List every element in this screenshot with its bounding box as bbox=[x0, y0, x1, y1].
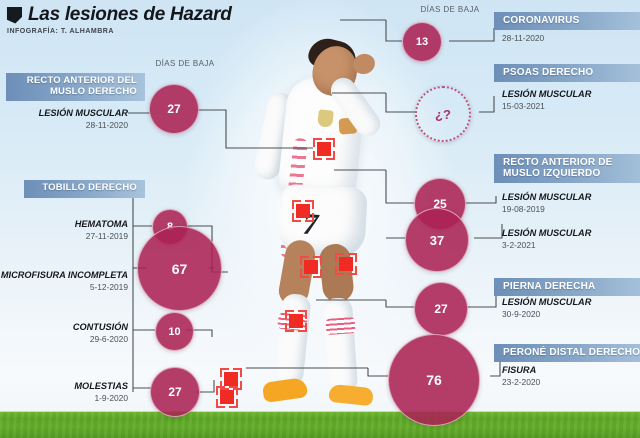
injury-name: LESIÓN MUSCULAR bbox=[502, 297, 592, 307]
injury-date: 19-08-2019 bbox=[502, 204, 545, 214]
injury-name: LESIÓN MUSCULAR bbox=[502, 89, 592, 99]
injury-label-tobillo-derecho-3: MOLESTIAS 1-9-2020 bbox=[4, 381, 128, 403]
group-header-tobillo-derecho: TOBILLO DERECHO bbox=[24, 180, 145, 198]
injury-name: MICROFISURA INCOMPLETA bbox=[0, 270, 128, 280]
player-boot-left bbox=[261, 377, 309, 403]
injury-name: FISURA bbox=[502, 365, 537, 375]
injury-date: 3-2-2021 bbox=[502, 240, 536, 250]
days-bubble-coronavirus-0: 13 bbox=[402, 22, 442, 62]
injury-marker-icon-ankle-right bbox=[220, 368, 242, 390]
days-bubble-tobillo-derecho-2: 10 bbox=[155, 312, 194, 351]
injury-name: LESIÓN MUSCULAR bbox=[38, 108, 128, 118]
injury-label-recto-anterior-muslo-izquierdo-1: LESIÓN MUSCULAR 3-2-2021 bbox=[502, 228, 634, 250]
group-header-psoas-derecho: PSOAS DERECHO bbox=[494, 64, 640, 83]
axis-label-left: DÍAS DE BAJA bbox=[155, 59, 215, 68]
injury-date: 28-11-2020 bbox=[85, 120, 128, 130]
injury-marker-icon-thigh-left-front bbox=[300, 256, 322, 278]
page-title: Las lesiones de Hazard bbox=[28, 4, 232, 25]
injury-name: MOLESTIAS bbox=[74, 381, 128, 391]
days-bubble-perone-distal-derecho-0: 76 bbox=[388, 334, 480, 426]
injury-label-coronavirus-0: 28-11-2020 bbox=[502, 33, 634, 43]
injury-label-recto-anterior-muslo-derecho-0: LESIÓN MUSCULAR 28-11-2020 bbox=[4, 108, 128, 130]
injury-name: LESIÓN MUSCULAR bbox=[502, 228, 592, 238]
injury-marker-icon-thigh-right bbox=[313, 138, 335, 160]
injury-date: 30-9-2020 bbox=[502, 309, 541, 319]
days-bubble-psoas-derecho-0: ¿? bbox=[415, 86, 471, 142]
injury-name: LESIÓN MUSCULAR bbox=[502, 192, 592, 202]
injury-label-perone-distal-derecho-0: FISURA 23-2-2020 bbox=[502, 365, 634, 387]
shield-icon bbox=[6, 6, 22, 24]
group-header-perone-distal-derecho: PERONÉ DISTAL DERECHO bbox=[494, 344, 640, 363]
injury-date: 15-03-2021 bbox=[502, 101, 545, 111]
injury-marker-icon-fibula-distal bbox=[216, 386, 238, 408]
player-boot-right bbox=[328, 383, 374, 407]
injury-date: 23-2-2020 bbox=[502, 377, 541, 387]
injury-name: CONTUSIÓN bbox=[72, 322, 128, 332]
injury-label-pierna-derecha-0: LESIÓN MUSCULAR 30-9-2020 bbox=[502, 297, 634, 319]
injury-date: 27-11-2019 bbox=[85, 231, 128, 241]
group-header-recto-anterior-muslo-derecho: RECTO ANTERIOR DEL MUSLO DERECHO bbox=[6, 73, 145, 102]
player-sock-band-right bbox=[325, 317, 356, 335]
days-bubble-recto-anterior-muslo-derecho-0: 27 bbox=[149, 84, 199, 134]
injury-date: 28-11-2020 bbox=[502, 33, 545, 43]
injury-label-tobillo-derecho-2: CONTUSIÓN 29-6-2020 bbox=[4, 322, 128, 344]
title-block: Las lesiones de Hazard bbox=[6, 4, 232, 26]
injury-marker-icon-thigh-left-outer bbox=[335, 253, 357, 275]
injury-marker-icon-psoas bbox=[292, 200, 314, 222]
group-header-coronavirus: CORONAVIRUS bbox=[494, 12, 640, 31]
group-header-pierna-derecha: PIERNA DERECHA bbox=[494, 278, 640, 297]
days-bubble-tobillo-derecho-3: 27 bbox=[150, 367, 200, 417]
injury-marker-icon-leg-right bbox=[285, 310, 307, 332]
days-bubble-recto-anterior-muslo-izquierdo-1: 37 bbox=[405, 208, 469, 272]
injury-label-tobillo-derecho-0: HEMATOMA 27-11-2019 bbox=[4, 219, 128, 241]
infographic-credit: INFOGRAFÍA: T. ALHAMBRA bbox=[7, 28, 114, 35]
injury-label-psoas-derecho-0: LESIÓN MUSCULAR 15-03-2021 bbox=[502, 89, 634, 111]
days-bubble-tobillo-derecho-1: 67 bbox=[137, 226, 222, 311]
injury-date: 29-6-2020 bbox=[89, 334, 128, 344]
injury-date: 5-12-2019 bbox=[89, 282, 128, 292]
group-header-recto-anterior-muslo-izquierdo: RECTO ANTERIOR DE MUSLO IZQUIERDO bbox=[494, 154, 640, 184]
player-sock-right bbox=[321, 297, 359, 394]
injury-name: HEMATOMA bbox=[74, 219, 128, 229]
player-sock-left bbox=[273, 292, 312, 388]
axis-label-right: DÍAS DE BAJA bbox=[420, 5, 480, 14]
injury-date: 1-9-2020 bbox=[94, 393, 128, 403]
injury-label-recto-anterior-muslo-izquierdo-0: LESIÓN MUSCULAR 19-08-2019 bbox=[502, 192, 634, 214]
injury-label-tobillo-derecho-1: MICROFISURA INCOMPLETA 5-12-2019 bbox=[0, 270, 128, 292]
background-grass bbox=[0, 412, 640, 438]
days-bubble-pierna-derecha-0: 27 bbox=[414, 282, 468, 336]
